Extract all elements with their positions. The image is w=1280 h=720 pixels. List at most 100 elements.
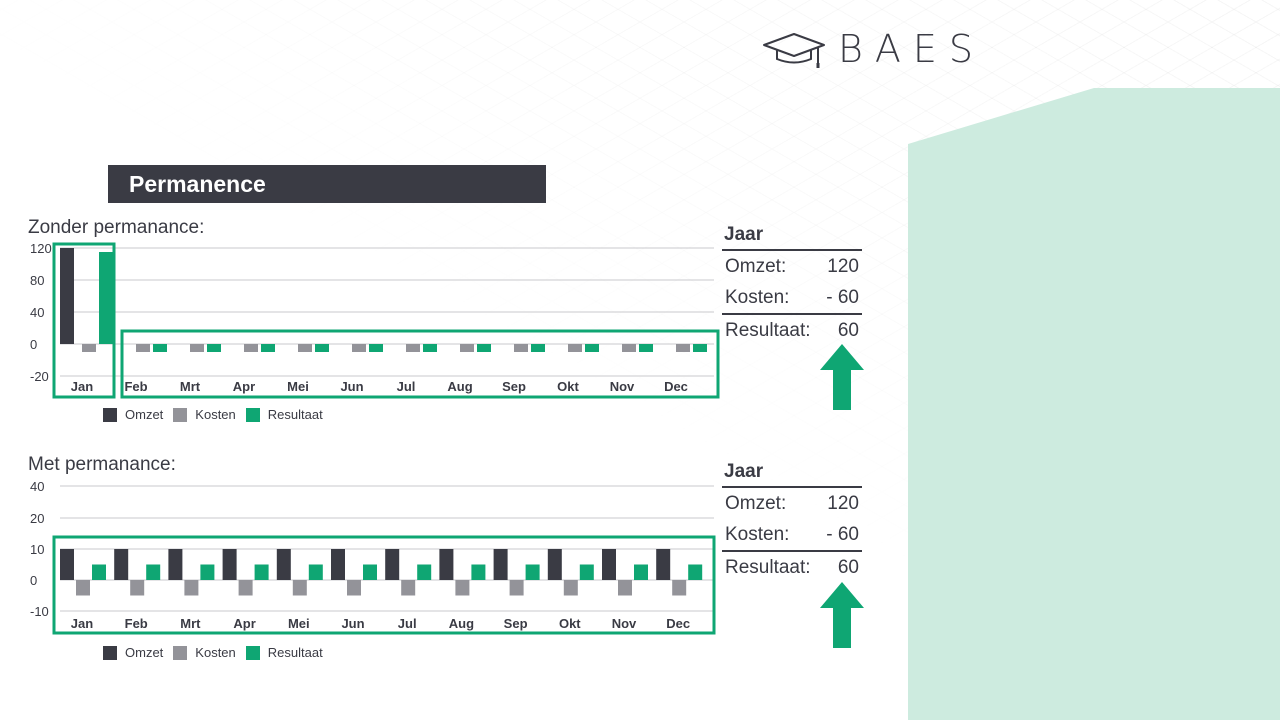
y-tick-label: 0 [30,337,37,352]
bar-omzet-dec [656,549,671,580]
legend-item-kosten: Kosten [173,645,236,660]
legend-swatch-omzet [103,407,117,422]
bar-kosten-okt [563,580,578,596]
legend-item-resultaat: Resultaat [245,407,323,422]
bar-resultaat-nov [634,564,648,580]
bar-resultaat-mrt [200,564,215,580]
chart1-legend: Omzet Kosten Resultaat [103,407,333,422]
bar-kosten-okt [568,344,582,352]
x-tick-label: Okt [557,379,579,394]
y-tick-label: -20 [30,369,49,384]
summary-row-kosten: Kosten: - 60 [722,282,862,313]
bar-kosten-feb [130,580,145,596]
x-tick-label: Mei [288,616,310,631]
bar-resultaat-jan [92,564,106,580]
bar-resultaat-jul [423,344,437,352]
x-tick-label: Jan [71,616,93,631]
legend-item-omzet: Omzet [103,645,163,660]
legend-swatch-omzet [103,645,117,660]
bar-kosten-jan [82,344,96,352]
legend-label-resultaat: Resultaat [267,645,323,660]
legend-swatch-resultaat [245,645,260,660]
summary-table-2: Jaar Omzet: 120 Kosten: - 60 Resultaat: … [722,458,862,583]
x-tick-label: Nov [612,616,637,631]
chart1-title: Zonder permanance: [28,217,205,238]
summary-value-omzet: 120 [827,493,859,514]
highlight-box-1 [52,535,716,635]
bar-omzet-jan [60,549,74,580]
summary-row-kosten: Kosten: - 60 [722,519,862,550]
graduation-cap-icon [763,33,825,68]
bar-kosten-dec [676,344,690,352]
summary-label-omzet: Omzet: [725,493,787,514]
x-tick-label: Dec [664,379,688,394]
bar-kosten-apr [244,344,258,352]
bar-resultaat-jan [99,252,113,344]
x-tick-label: Jul [397,379,416,394]
x-tick-label: Feb [125,616,148,631]
bar-omzet-nov [602,549,616,580]
bar-resultaat-mei [315,344,329,352]
y-tick-label: 40 [30,479,44,494]
y-tick-label: 80 [30,273,44,288]
bar-resultaat-aug [477,344,491,352]
bar-kosten-aug [455,580,470,596]
x-tick-label: Jun [341,616,364,631]
x-tick-label: Okt [559,616,581,631]
bar-kosten-sep [509,580,524,596]
bar-resultaat-dec [693,344,707,352]
x-tick-label: Mrt [180,379,201,394]
bar-kosten-mrt [184,580,199,596]
chart-zonder-permanance: 120 80 40 0 -20 Jan Feb Mrt Apr Mei Jun Jul Aug Sep Ok… [30,241,720,399]
legend-label-omzet: Omzet [125,407,164,422]
summary-row-resultaat: Resultaat: 60 [722,550,862,583]
summary-heading: Jaar [722,221,862,251]
x-tick-label: Nov [610,379,635,394]
bar-omzet-jul [385,549,400,580]
bar-resultaat-okt [585,344,599,352]
summary-label-resultaat: Resultaat: [725,320,811,341]
bar-omzet-mei [276,549,291,580]
bar-resultaat-mei [308,564,323,580]
bar-kosten-jul [406,344,420,352]
x-tick-label: Apr [233,616,255,631]
summary-value-resultaat: 60 [837,320,859,341]
x-tick-label: Dec [666,616,690,631]
x-tick-label: Apr [233,379,255,394]
bar-resultaat-nov [639,344,653,352]
bar-omzet-aug [439,549,454,580]
chart2-legend: Omzet Kosten Resultaat [103,645,333,660]
bar-resultaat-feb [153,344,167,352]
bar-resultaat-feb [146,564,161,580]
x-tick-label: Jan [71,379,93,394]
x-tick-label: Jun [340,379,363,394]
bar-kosten-aug [460,344,474,352]
page-title: Permanence [108,165,546,203]
summary-value-kosten: - 60 [826,287,859,308]
summary-row-omzet: Omzet: 120 [722,251,862,282]
bar-resultaat-dec [688,564,703,580]
legend-label-resultaat: Resultaat [267,407,323,422]
bar-kosten-feb [136,344,150,352]
bar-resultaat-mrt [207,344,221,352]
bar-kosten-jan [76,580,90,596]
mint-accent-panel [908,88,1280,720]
bar-kosten-jun [347,580,361,596]
bar-omzet-feb [114,549,129,580]
bar-resultaat-aug [471,564,486,580]
bar-omzet-mrt [168,549,183,580]
bar-kosten-apr [238,580,253,596]
summary-label-kosten: Kosten: [725,287,790,308]
summary-label-resultaat: Resultaat: [725,557,811,578]
bar-omzet-jun [331,549,345,580]
y-tick-label: -10 [30,604,49,619]
summary-value-omzet: 120 [827,256,859,277]
y-tick-label: 20 [30,511,44,526]
bar-resultaat-okt [579,564,594,580]
bar-kosten-sep [514,344,528,352]
legend-item-resultaat: Resultaat [245,645,323,660]
summary-value-resultaat: 60 [837,557,859,578]
highlight-box-2 [120,329,720,399]
bar-omzet-jan [60,248,74,344]
bar-resultaat-apr [261,344,275,352]
